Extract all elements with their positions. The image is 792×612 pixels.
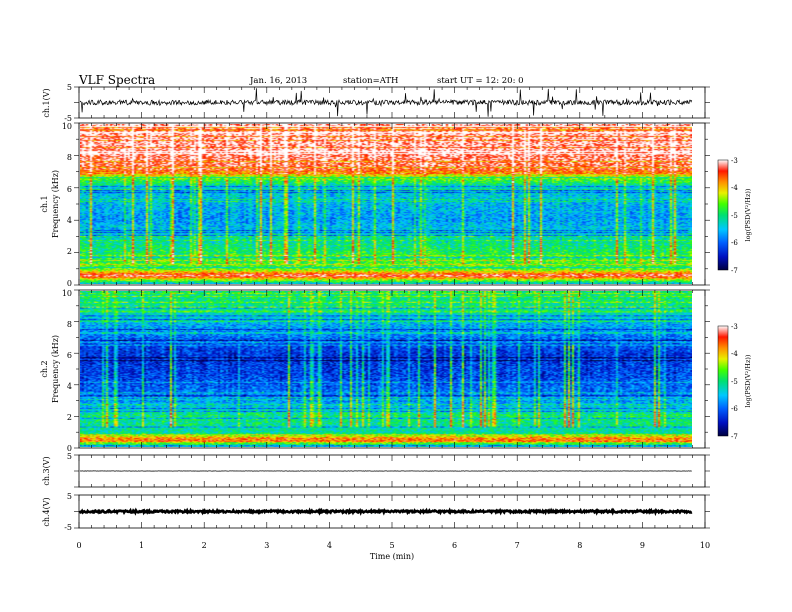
- colorbar-tick-label: -3: [731, 157, 738, 165]
- date-label: Jan. 16, 2013: [249, 76, 307, 86]
- xtick-label: 9: [640, 541, 645, 550]
- colorbar-tick-label: -3: [731, 323, 738, 331]
- ytick-label: 2: [67, 247, 72, 256]
- ytick-label: 10: [62, 289, 72, 298]
- ytick-label: 8: [67, 320, 72, 329]
- xtick-label: 2: [202, 541, 207, 550]
- ylabel-ch1-volt: ch.1(V): [42, 88, 51, 117]
- colorbar-ch2: -3 -4 -5 -6 -7 log(PSD(V²/Hz)): [717, 323, 752, 441]
- ytick-label: 4: [67, 382, 72, 391]
- waveform-ch1: [79, 88, 693, 117]
- xtick-label: 7: [515, 541, 520, 550]
- ytick-label: 6: [67, 351, 72, 360]
- station-label: station=ATH: [343, 76, 398, 86]
- ytick-label: 4: [67, 216, 72, 225]
- xtick-label: 5: [389, 541, 394, 550]
- ytick-label: 6: [67, 185, 72, 194]
- ytick-label: 5: [67, 452, 72, 461]
- colorbar-tick-label: -7: [731, 267, 738, 275]
- colorbar-ch1-gradient: [717, 159, 729, 271]
- colorbar-tick-label: -6: [731, 405, 738, 413]
- spectrogram-ch2: [80, 291, 692, 447]
- ytick-label: 2: [67, 413, 72, 422]
- colorbar-ch1-label: log(PSD(V²/Hz)): [744, 188, 752, 241]
- ytick-label: 10: [62, 122, 72, 131]
- ytick-label: -5: [64, 523, 72, 532]
- figure-title: VLF Spectra: [78, 73, 155, 87]
- ytick-label: -5: [64, 114, 72, 123]
- colorbar-tick-label: -4: [731, 184, 738, 192]
- ylabel-ch2-channel: ch.2: [40, 360, 49, 377]
- xtick-label: 6: [452, 541, 457, 550]
- xaxis-label: Time (min): [370, 552, 414, 561]
- ytick-label: 5: [67, 83, 72, 92]
- colorbar-tick-label: -4: [731, 350, 738, 358]
- xtick-label: 10: [700, 541, 710, 550]
- colorbar-tick-label: -5: [731, 378, 738, 386]
- ylabel-ch1-channel: ch.1: [40, 195, 49, 212]
- colorbar-tick-label: -5: [731, 212, 738, 220]
- ylabel-ch2-frequency: Frequency (kHz): [51, 335, 60, 403]
- xtick-label: 8: [577, 541, 582, 550]
- waveform-ch4: [78, 507, 693, 517]
- xtick-label: 1: [139, 541, 144, 550]
- ylabel-ch3-volt: ch.3(V): [42, 456, 51, 485]
- colorbar-ch2-label: log(PSD(V²/Hz)): [744, 354, 752, 407]
- ytick-label: 0: [67, 444, 72, 453]
- ytick-labels: 5 -5 10 8 6 4 2 0 10 8 6 4 2 0 5 5 -5: [62, 83, 72, 532]
- ylabel-ch1-frequency: Frequency (kHz): [51, 170, 60, 238]
- ytick-label: 5: [67, 492, 72, 501]
- colorbar-tick-label: -7: [731, 433, 738, 441]
- ytick-label: 8: [67, 153, 72, 162]
- xtick-label: 4: [327, 541, 332, 550]
- axis-ticks: [74, 86, 710, 529]
- spectrogram-ch1: [80, 124, 692, 284]
- start-time-label: start UT = 12: 20: 0: [437, 76, 524, 86]
- ylabel-ch4-volt: ch.4(V): [42, 497, 51, 526]
- colorbar-tick-label: -6: [731, 239, 738, 247]
- colorbar-ch1: -3 -4 -5 -6 -7 log(PSD(V²/Hz)): [717, 157, 752, 275]
- xtick-labels: 0 1 2 3 4 5 6 7 8 9 10: [76, 541, 710, 550]
- xtick-label: 3: [264, 541, 269, 550]
- xtick-label: 0: [76, 541, 81, 550]
- colorbar-ch2-gradient: [717, 325, 729, 437]
- ytick-label: 0: [67, 279, 72, 288]
